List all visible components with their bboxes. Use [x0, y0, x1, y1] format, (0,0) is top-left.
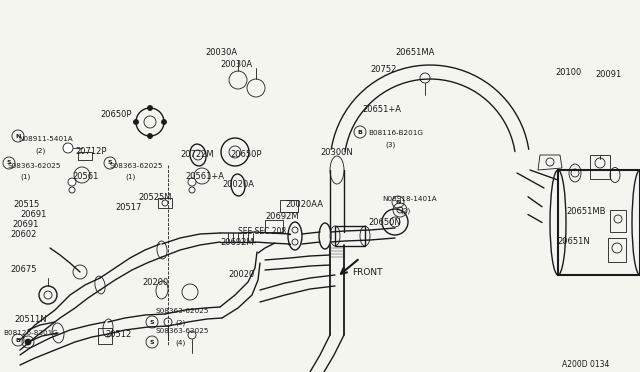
Text: 20100: 20100: [555, 68, 581, 77]
Text: 20650P: 20650P: [230, 150, 262, 159]
Text: S: S: [6, 160, 12, 166]
Text: 20602: 20602: [10, 230, 36, 239]
Text: 20020: 20020: [228, 270, 254, 279]
Text: S08363-62025: S08363-62025: [8, 163, 61, 169]
Text: 20651+A: 20651+A: [362, 105, 401, 114]
Text: S: S: [150, 340, 154, 344]
Text: 20561: 20561: [72, 172, 99, 181]
Text: (2): (2): [400, 207, 410, 214]
Text: 20651MB: 20651MB: [566, 207, 605, 216]
Text: N08918-1401A: N08918-1401A: [382, 196, 436, 202]
Text: 20651N: 20651N: [557, 237, 589, 246]
Text: 20030A: 20030A: [205, 48, 237, 57]
Text: 20650N: 20650N: [368, 218, 401, 227]
Text: S: S: [108, 160, 112, 166]
Text: (2): (2): [175, 319, 185, 326]
Text: 20722M: 20722M: [180, 150, 214, 159]
Text: (2): (2): [35, 147, 45, 154]
Circle shape: [25, 339, 31, 345]
Circle shape: [68, 178, 76, 186]
Circle shape: [188, 178, 196, 186]
Text: 20512: 20512: [105, 330, 131, 339]
Text: 20691: 20691: [20, 210, 46, 219]
Text: 20651MA: 20651MA: [395, 48, 435, 57]
Text: 20020A: 20020A: [222, 180, 254, 189]
Text: 20511N: 20511N: [14, 315, 47, 324]
Circle shape: [147, 134, 152, 138]
Text: (4): (4): [175, 339, 185, 346]
Text: 20020AA: 20020AA: [285, 200, 323, 209]
Text: N08911-5401A: N08911-5401A: [18, 136, 73, 142]
Text: S08363-62025: S08363-62025: [155, 328, 209, 334]
Text: (1): (1): [20, 174, 30, 180]
Text: B08126-8301G: B08126-8301G: [3, 330, 58, 336]
Text: 20200: 20200: [142, 278, 168, 287]
Text: A200D 0134: A200D 0134: [562, 360, 609, 369]
Text: 20561+A: 20561+A: [185, 172, 224, 181]
Text: 20517: 20517: [115, 203, 141, 212]
Text: 20091: 20091: [595, 70, 621, 79]
Text: 20691: 20691: [12, 220, 38, 229]
Text: (1): (1): [125, 174, 135, 180]
Circle shape: [147, 106, 152, 110]
Text: FRONT: FRONT: [352, 268, 383, 277]
Text: 20525M: 20525M: [138, 193, 172, 202]
Text: S: S: [150, 320, 154, 324]
Text: N: N: [396, 199, 401, 205]
Text: 20752: 20752: [370, 65, 396, 74]
Circle shape: [63, 143, 73, 153]
Circle shape: [161, 119, 166, 125]
Text: N: N: [15, 134, 20, 138]
Text: 20515: 20515: [13, 200, 39, 209]
Text: 20712P: 20712P: [75, 147, 106, 156]
Text: SEE SEC.208: SEE SEC.208: [238, 227, 286, 236]
Text: S08363-62025: S08363-62025: [110, 163, 163, 169]
Text: 20692M: 20692M: [265, 212, 299, 221]
Text: 20692M: 20692M: [220, 238, 253, 247]
Text: B: B: [15, 337, 20, 343]
Circle shape: [134, 119, 138, 125]
Text: 20300N: 20300N: [320, 148, 353, 157]
Text: 20650P: 20650P: [100, 110, 131, 119]
Text: (3): (3): [385, 141, 396, 148]
Text: 20030A: 20030A: [220, 60, 252, 69]
Text: B: B: [358, 129, 362, 135]
Text: S08363-62025: S08363-62025: [155, 308, 209, 314]
Text: B08116-B201G: B08116-B201G: [368, 130, 423, 136]
Text: 20675: 20675: [10, 265, 36, 274]
